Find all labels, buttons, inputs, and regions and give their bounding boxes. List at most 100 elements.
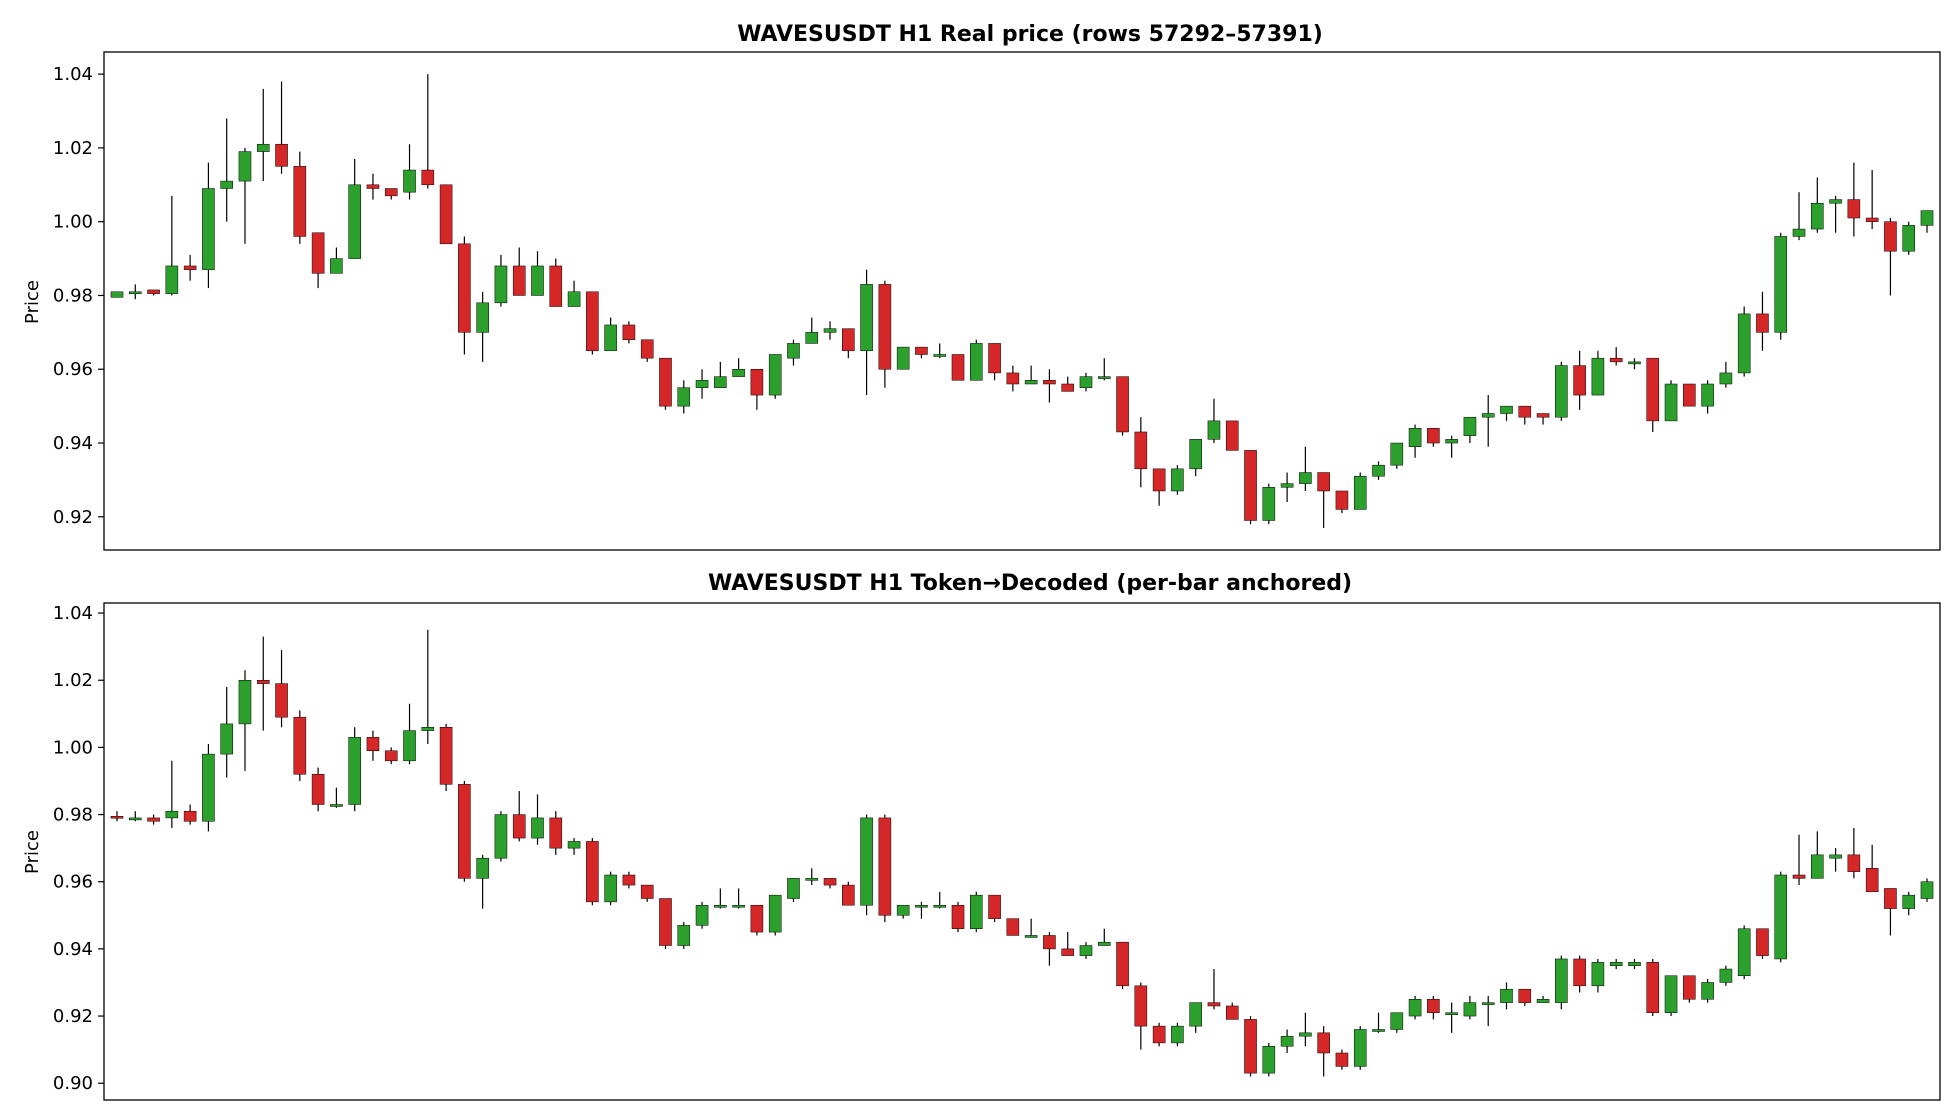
candle xyxy=(842,328,855,359)
candle xyxy=(1427,428,1440,447)
candle-body-down xyxy=(421,169,435,186)
candle-body-down xyxy=(1683,975,1696,1000)
candle-body-up xyxy=(220,723,233,755)
candle xyxy=(1920,878,1934,902)
candle xyxy=(1500,982,1513,1010)
candle xyxy=(732,888,745,909)
candle xyxy=(750,368,764,410)
candle xyxy=(476,854,489,909)
y-tick-label: 1.04 xyxy=(53,603,93,624)
candle xyxy=(604,871,617,906)
candle-body-down xyxy=(384,750,398,762)
candle-body-up xyxy=(1737,928,1751,977)
y-tick-label: 0.94 xyxy=(53,433,93,454)
candle-body-down xyxy=(1043,935,1056,950)
candle xyxy=(183,804,197,825)
candle xyxy=(512,247,526,296)
candle xyxy=(1189,1002,1202,1033)
candle-body-down xyxy=(1244,1019,1257,1074)
candle-body-up xyxy=(1189,1002,1202,1027)
candle-body-down xyxy=(1134,985,1148,1027)
plot-frame-decoded xyxy=(103,602,1941,1101)
candle-body-up xyxy=(714,376,727,388)
candle-body-up xyxy=(732,368,745,377)
candle xyxy=(1536,995,1550,1003)
candle-body-up xyxy=(165,810,179,819)
candle-body-up xyxy=(202,753,215,822)
candles-real xyxy=(110,74,1934,528)
candle-body-up xyxy=(494,265,508,304)
candle xyxy=(677,380,691,414)
candle-body-down xyxy=(1573,365,1586,396)
candle xyxy=(823,878,837,889)
candle xyxy=(293,151,307,244)
candle xyxy=(494,254,508,307)
candle-body-down xyxy=(1427,999,1440,1013)
candle xyxy=(988,894,1001,923)
y-ticks-real: 0.92 0.94 0.96 0.98 1.00 1.02 1.04 xyxy=(53,64,104,528)
candle-body-down xyxy=(750,904,764,933)
candle xyxy=(1390,442,1404,469)
candle-body-up xyxy=(1774,874,1788,960)
candle xyxy=(1207,398,1221,444)
candle-body-down xyxy=(1847,854,1861,872)
candle-body-down xyxy=(458,243,471,333)
candle xyxy=(1390,1012,1404,1033)
candle-body-up xyxy=(1299,1032,1312,1037)
y-tick-label: 0.92 xyxy=(53,507,93,528)
candle-body-down xyxy=(1335,1052,1349,1067)
candle-body-down xyxy=(1518,405,1532,418)
candle xyxy=(1774,232,1788,340)
candle-body-down xyxy=(147,289,160,294)
candle-body-up xyxy=(805,332,819,344)
candle xyxy=(238,147,252,244)
candle-body-up xyxy=(476,302,489,333)
candle-body-down xyxy=(1427,428,1440,444)
candle-body-down xyxy=(1756,928,1769,956)
candle xyxy=(714,888,727,909)
candle-body-up xyxy=(768,354,782,396)
candle xyxy=(1353,472,1367,510)
candle xyxy=(805,317,819,344)
candle-body-up xyxy=(604,324,617,352)
candle-body-up xyxy=(1024,935,1038,938)
candle xyxy=(1902,221,1916,255)
candle xyxy=(1408,995,1422,1020)
candle-body-down xyxy=(311,774,325,805)
y-tick-label: 0.92 xyxy=(53,1006,93,1027)
candle-body-up xyxy=(1372,464,1385,477)
candle-body-down xyxy=(1207,1002,1221,1007)
candle xyxy=(860,269,873,396)
candle-body-up xyxy=(1280,483,1294,488)
candle xyxy=(348,158,361,259)
candle xyxy=(256,636,270,731)
y-axis-label-real: Price xyxy=(22,280,43,324)
candle-body-up xyxy=(677,387,691,407)
candle xyxy=(1884,218,1897,296)
candle xyxy=(128,284,142,300)
panel-decoded: WAVESUSDT H1 Token→Decoded (per-bar anch… xyxy=(22,571,1941,1101)
candle-body-down xyxy=(384,188,398,197)
candle-body-down xyxy=(549,817,563,849)
candle xyxy=(1225,1002,1239,1020)
candle-body-down xyxy=(1043,380,1056,385)
candle xyxy=(695,901,709,929)
candle-body-down xyxy=(878,284,892,370)
candle xyxy=(1061,932,1074,956)
candle-body-down xyxy=(275,143,288,167)
candle xyxy=(183,254,197,281)
candle xyxy=(1646,958,1660,1017)
candle-body-up xyxy=(1372,1029,1385,1032)
candle xyxy=(403,703,416,765)
candle-body-down xyxy=(878,817,892,916)
candle xyxy=(220,686,233,778)
candle xyxy=(1280,472,1294,503)
candle xyxy=(147,814,160,825)
candle xyxy=(1463,416,1477,444)
candle xyxy=(1116,941,1129,990)
candle xyxy=(476,291,489,362)
candle xyxy=(1646,357,1660,432)
y-tick-label: 0.96 xyxy=(53,359,93,380)
candle-body-down xyxy=(512,265,526,296)
candle xyxy=(1061,376,1074,392)
